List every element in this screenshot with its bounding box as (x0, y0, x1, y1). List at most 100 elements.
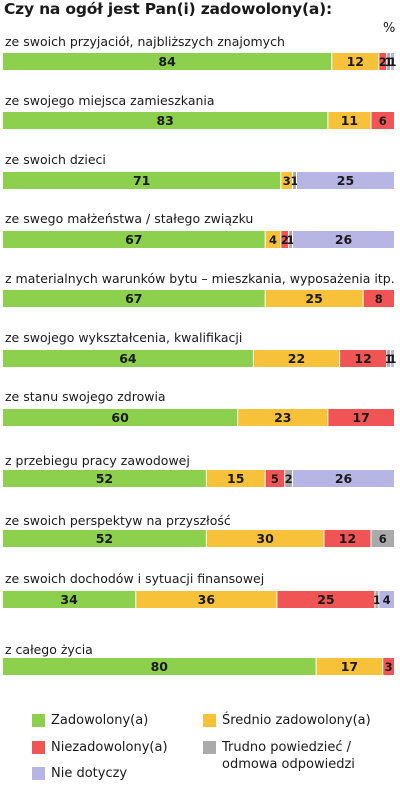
category-label: ze swoich perspektyw na przyszłość (5, 513, 231, 528)
bar-segment (136, 591, 277, 608)
data-label: 34 (60, 592, 78, 607)
data-label: 17 (341, 659, 358, 674)
data-label: 15 (227, 471, 244, 486)
data-label: 2 (281, 233, 289, 247)
bar-segment (3, 591, 136, 608)
bar-segment (387, 53, 391, 70)
bar-segment (391, 350, 394, 367)
bar-segment (387, 350, 391, 367)
data-label: 2 (379, 55, 387, 69)
data-label: 67 (125, 291, 142, 306)
category-label: ze swojego miejsca zamieszkania (5, 93, 215, 108)
bar-segment (328, 112, 371, 129)
data-label: 2 (285, 472, 293, 486)
bar-segment (379, 591, 394, 608)
data-label: 67 (125, 232, 142, 247)
bar-segment (265, 231, 281, 248)
category-label: ze swoich przyjaciół, najbliższych znajo… (5, 34, 285, 49)
data-label: 60 (111, 410, 129, 425)
data-label: 1 (389, 55, 397, 69)
data-label: 1 (389, 352, 397, 366)
data-label: 1 (291, 174, 299, 188)
bar-segment (371, 530, 394, 547)
category-label: ze swojego wykształcenia, kwalifikacji (5, 330, 242, 345)
category-label: z materialnych warunków bytu – mieszkani… (5, 271, 395, 286)
data-label: 4 (269, 233, 277, 247)
bar-segment (238, 409, 328, 426)
bar-segment (293, 470, 394, 487)
data-label: 25 (337, 173, 354, 188)
data-label: 71 (133, 173, 150, 188)
data-label: 23 (274, 410, 291, 425)
bar-segment (3, 530, 206, 547)
bar-segment (281, 172, 293, 189)
bar-segment (265, 290, 363, 307)
bar-segment (316, 658, 383, 675)
data-label: 1 (385, 55, 393, 69)
category-label: ze swego małżeństwa / stałego związku (5, 211, 253, 226)
category-label: z przebiegu pracy zawodowej (5, 453, 190, 468)
data-label: 83 (156, 113, 173, 128)
bar-segment (363, 290, 394, 307)
data-label: 25 (317, 592, 334, 607)
data-label: 11 (341, 113, 358, 128)
unit-label: % (383, 21, 396, 36)
bar-segment (3, 231, 265, 248)
bar-segment (293, 172, 296, 189)
bar-segment (3, 658, 316, 675)
bar-segment (3, 112, 328, 129)
bar-segment (3, 409, 238, 426)
data-label: 3 (385, 660, 393, 674)
bar-segment (391, 53, 394, 70)
bar-segment (289, 231, 293, 248)
bar-segment (293, 231, 394, 248)
category-label: z całego życia (5, 642, 93, 657)
data-label: 12 (339, 531, 356, 546)
data-label: 1 (373, 593, 381, 607)
bar-segment (285, 470, 293, 487)
chart-title: Czy na ogół jest Pan(i) zadowolony(a): (4, 0, 333, 18)
bar-segment (3, 53, 332, 70)
data-label: 5 (271, 472, 279, 486)
category-label: ze swoich dochodów i sytuacji finansowej (5, 571, 264, 586)
data-label: 1 (385, 352, 393, 366)
bar-segment (3, 290, 265, 307)
data-label: 12 (354, 351, 371, 366)
data-label: 22 (288, 351, 305, 366)
data-label: 84 (158, 54, 176, 69)
data-label: 12 (347, 54, 364, 69)
data-label: 36 (198, 592, 216, 607)
data-label: 4 (383, 593, 391, 607)
bar-segment (297, 172, 394, 189)
data-label: 3 (283, 174, 291, 188)
bar-segment (265, 470, 285, 487)
data-label: 8 (375, 292, 383, 306)
data-label: 6 (379, 532, 387, 546)
bar-segment (3, 350, 253, 367)
bar-segment (328, 409, 394, 426)
bar-segment (3, 470, 206, 487)
data-label: 6 (379, 114, 387, 128)
bar-segment (340, 350, 387, 367)
data-label: 25 (305, 291, 322, 306)
bar-segment (332, 53, 379, 70)
bar-segment (375, 591, 379, 608)
category-label: ze stanu swojego zdrowia (5, 389, 166, 404)
bar-segment (206, 530, 324, 547)
data-label: 1 (287, 233, 295, 247)
bar-segment (277, 591, 375, 608)
data-label: 52 (96, 471, 113, 486)
bar-segment (206, 470, 265, 487)
bar-segment (3, 172, 281, 189)
data-label: 17 (352, 410, 369, 425)
data-label: 52 (96, 531, 113, 546)
bar-segment (253, 350, 340, 367)
data-label: 26 (335, 232, 353, 247)
data-label: 30 (256, 531, 274, 546)
data-label: 26 (335, 471, 353, 486)
bar-segment (383, 658, 394, 675)
category-label: ze swoich dzieci (5, 152, 106, 167)
bar-segment (324, 530, 371, 547)
bar-segment (281, 231, 289, 248)
